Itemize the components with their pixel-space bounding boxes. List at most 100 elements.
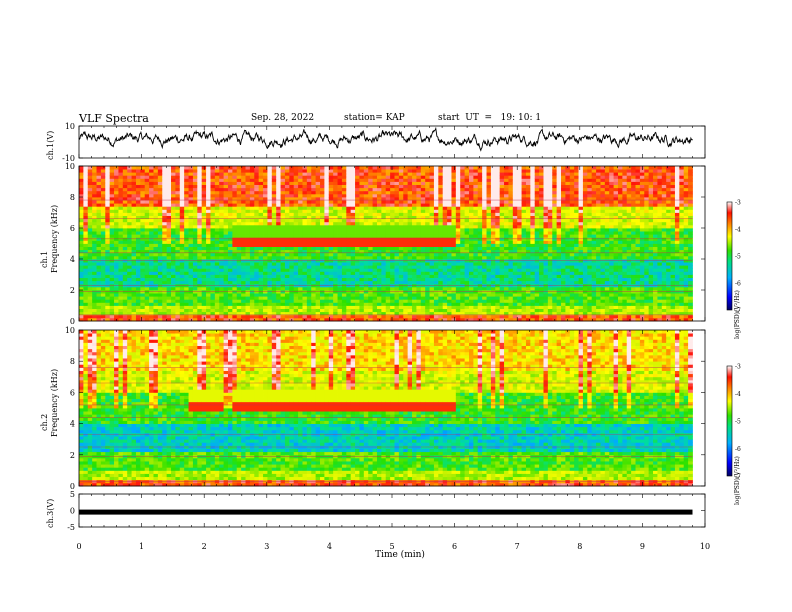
spectrogram-cell [179,268,185,272]
spectrogram-cell [390,314,395,319]
spectrogram-cell [394,209,400,213]
spectrogram-cell [398,184,404,189]
spectrogram-cell [140,293,146,297]
spectrogram-cell [201,268,207,272]
spectrogram-cell [267,212,273,216]
spectrogram-cell [249,200,255,204]
spectrogram-cell [346,274,352,278]
spectrogram-cell [346,224,352,229]
spectrogram-cell [306,262,312,266]
spectrogram-cell [455,240,461,244]
spectrogram-cell [355,212,360,216]
spectrogram-cell [162,286,168,291]
spectrogram-cell [140,187,146,192]
spectrogram-cell [372,277,378,282]
spectrogram-cell [302,234,308,238]
spectrogram-cell [184,280,189,285]
spectrogram-cell [127,252,132,257]
spectrogram-cell [499,184,505,189]
spectrogram-cell [258,218,264,223]
spectrogram-cell [210,200,216,204]
spectrogram-cell [276,271,281,275]
spectrogram-cell [105,262,111,266]
spectrogram-cell [96,317,102,322]
spectrogram-cell [350,169,356,173]
spectrogram-cell [306,231,312,235]
spectrogram-cell [394,218,400,223]
spectrogram-cell [83,314,89,319]
spectrogram-cell [328,178,334,182]
spectrogram-cell [166,197,172,201]
spectrogram-cell [469,190,474,195]
spectrogram-cell [241,305,246,309]
spectrogram-cell [403,209,409,213]
spectrogram-cell [236,221,242,226]
spectrogram-cell [100,271,106,275]
spectrogram-cell [232,181,238,185]
spectrogram-cell [293,252,299,257]
spectrogram-cell [114,268,119,272]
spectrogram-cell [359,175,365,179]
spectrogram-cell [263,262,268,266]
spectrogram-cell [381,184,387,189]
spectrogram-cell [298,286,303,291]
spectrogram-cell [333,200,338,204]
spectrogram-cell [241,169,246,173]
spectrogram-cell [96,178,102,182]
spectrogram-cell [254,274,260,278]
spectrogram-cell [512,268,518,272]
spectrogram-cell [293,187,299,192]
spectrogram-cell [398,246,404,251]
spectrogram-cell [504,215,509,220]
spectrogram-cell [184,308,189,313]
spectrogram-cell [469,311,474,316]
spectrogram-cell [482,175,487,179]
spectrogram-cell [433,184,439,189]
spectrogram-cell [464,234,470,238]
spectrogram-cell [512,231,518,235]
spectrogram-cell [179,305,185,309]
spectrogram-cell [105,252,111,257]
spectrogram-cell [214,240,220,244]
spectrogram-cell [477,203,483,207]
spectrogram-cell [363,221,369,226]
spectrogram-cell [429,184,435,189]
spectrogram-cell [302,209,308,213]
spectrogram-cell [473,172,479,176]
spectrogram-cell [83,299,89,303]
spectrogram-cell [179,255,185,260]
spectrogram-cell [92,193,97,198]
spectrogram-cell [263,317,268,322]
spectrogram-cell [394,308,400,313]
spectrogram-cell [184,277,189,282]
spectrogram-cell [429,169,435,173]
spectrogram-cell [447,166,452,170]
spectrogram-cell [346,187,352,192]
spectrogram-cell [188,169,194,173]
spectrogram-cell [131,178,137,182]
spectrogram-cell [267,218,273,223]
spectrogram-cell [280,175,286,179]
spectrogram-cell [114,255,119,260]
spectrogram-cell [232,246,238,251]
spectrogram-cell [219,293,224,297]
spectrogram-cell [447,317,452,322]
spectrogram-cell [425,314,430,319]
spectrogram-cell [368,302,373,306]
spectrogram-cell [245,193,251,198]
spectrogram-cell [122,209,128,213]
spectrogram-cell [223,231,229,235]
spectrogram-cell [271,187,277,192]
spectrogram-cell [473,314,479,319]
spectrogram-cell [271,280,277,285]
spectrogram-cell [438,206,444,210]
spectrogram-cell [192,305,198,309]
spectrogram-cell [333,246,338,251]
spectrogram-cell [206,255,211,260]
spectrogram-cell [355,184,360,189]
spectrogram-cell [495,274,501,278]
spectrogram-cell [241,234,246,238]
spectrogram-cell [206,190,211,195]
spectrogram-cell [245,197,251,201]
spectrogram-cell [293,209,299,213]
